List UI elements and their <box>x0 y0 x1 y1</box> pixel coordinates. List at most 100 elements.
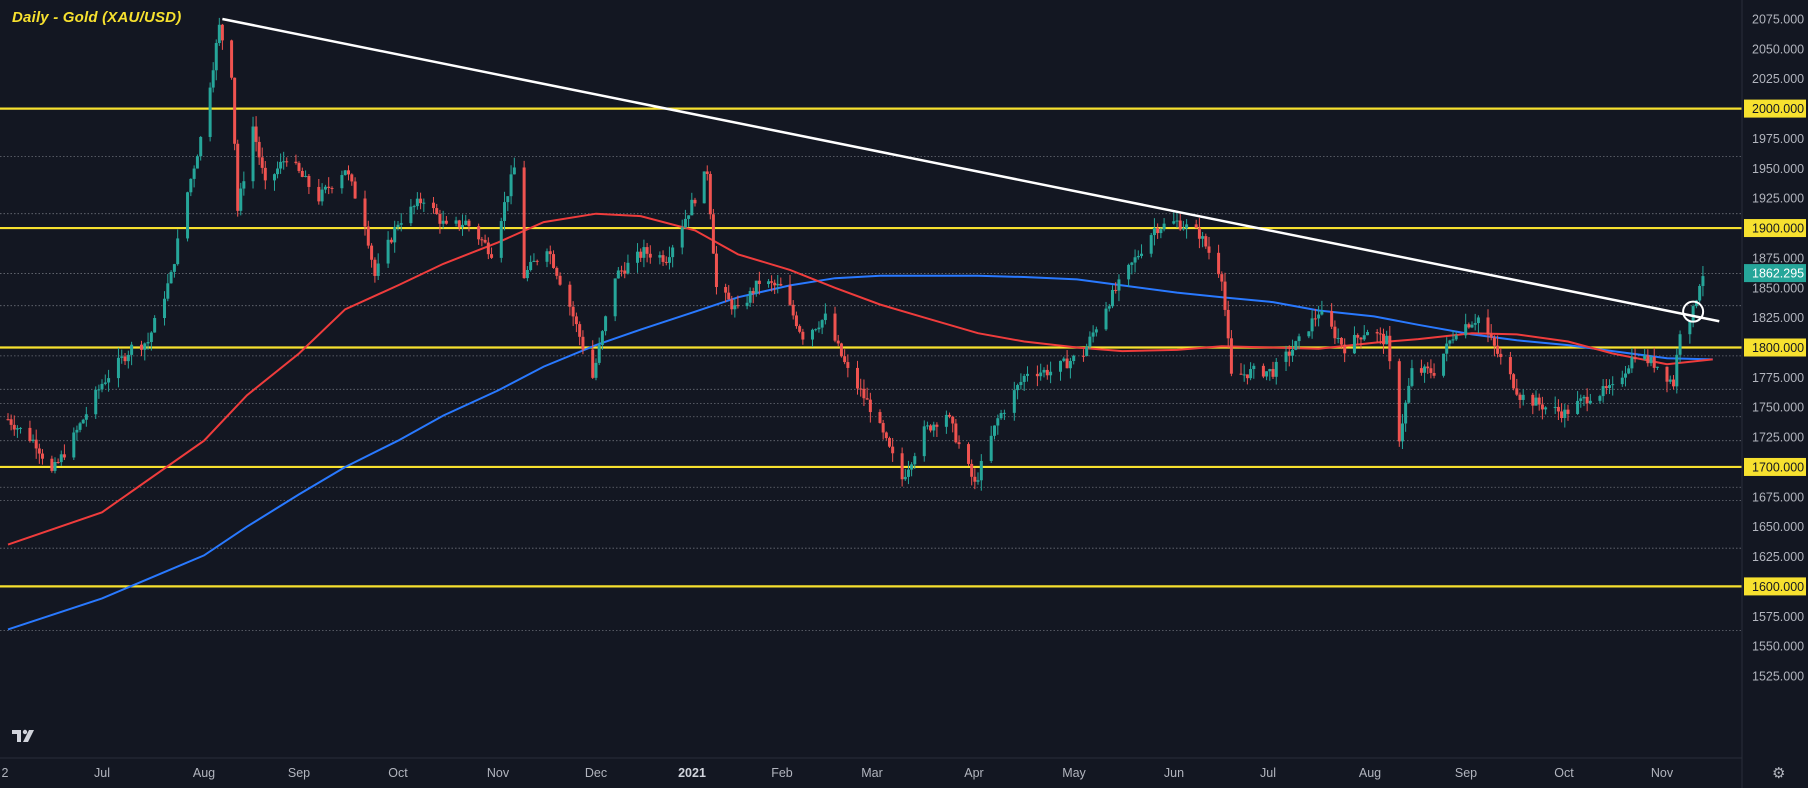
candle-body[interactable] <box>1294 341 1298 350</box>
candle-body[interactable] <box>932 424 936 431</box>
candle-body[interactable] <box>770 281 774 283</box>
breakout-marker-circle[interactable] <box>1682 300 1705 323</box>
candle-body[interactable] <box>282 161 286 163</box>
candle-body[interactable] <box>393 227 397 243</box>
candle-body[interactable] <box>1521 394 1525 400</box>
candle-body[interactable] <box>1467 324 1471 328</box>
candle-body[interactable] <box>1426 366 1430 369</box>
candle-body[interactable] <box>535 260 539 262</box>
candle-body[interactable] <box>594 362 598 378</box>
candle-body[interactable] <box>1284 351 1288 362</box>
candle-body[interactable] <box>166 283 170 299</box>
candle-body[interactable] <box>1537 397 1541 405</box>
candle-body[interactable] <box>457 220 461 228</box>
candle-body[interactable] <box>817 327 821 330</box>
candle-body[interactable] <box>1130 262 1134 265</box>
candle-body[interactable] <box>1181 228 1185 230</box>
candle-body[interactable] <box>260 157 264 168</box>
candle-body[interactable] <box>130 344 134 355</box>
candle-body[interactable] <box>604 316 608 332</box>
candle-body[interactable] <box>748 291 752 303</box>
candle-body[interactable] <box>279 161 283 169</box>
candle-body[interactable] <box>116 357 120 379</box>
candle-body[interactable] <box>242 181 246 189</box>
candle-body[interactable] <box>1496 345 1500 354</box>
candle-body[interactable] <box>1608 385 1612 389</box>
candle-body[interactable] <box>1630 357 1634 369</box>
candle-body[interactable] <box>973 476 977 482</box>
candle-body[interactable] <box>431 202 435 209</box>
candle-body[interactable] <box>1178 220 1182 230</box>
candle-body[interactable] <box>578 324 582 337</box>
candle-body[interactable] <box>483 239 487 243</box>
candle-body[interactable] <box>1287 351 1291 356</box>
candle-body[interactable] <box>1492 337 1496 346</box>
candle-body[interactable] <box>1540 404 1544 410</box>
candle-body[interactable] <box>300 170 304 177</box>
candle-body[interactable] <box>409 206 413 224</box>
candle-body[interactable] <box>163 298 167 319</box>
candle-body[interactable] <box>1611 384 1615 386</box>
candle-body[interactable] <box>846 362 850 368</box>
candle-body[interactable] <box>1204 236 1208 247</box>
candle-body[interactable] <box>435 208 439 214</box>
candle-body[interactable] <box>993 425 996 436</box>
candle-body[interactable] <box>642 247 646 258</box>
candle-body[interactable] <box>1175 220 1179 222</box>
candle-body[interactable] <box>9 419 13 425</box>
candle-body[interactable] <box>620 270 624 272</box>
candle-body[interactable] <box>28 427 32 441</box>
candle-body[interactable] <box>214 43 218 71</box>
candle-body[interactable] <box>1489 334 1493 338</box>
candle-body[interactable] <box>568 284 572 307</box>
candle-body[interactable] <box>211 70 215 88</box>
candle-body[interactable] <box>1643 355 1647 360</box>
candle-body[interactable] <box>1313 318 1317 320</box>
candle-body[interactable] <box>1133 257 1137 263</box>
candle-body[interactable] <box>1107 306 1111 309</box>
candle-body[interactable] <box>1694 300 1698 307</box>
candle-body[interactable] <box>343 170 347 176</box>
candle-body[interactable] <box>53 462 57 471</box>
candle-body[interactable] <box>376 263 380 276</box>
candle-body[interactable] <box>239 188 243 211</box>
candle-body[interactable] <box>794 315 798 327</box>
candle-body[interactable] <box>1059 360 1062 372</box>
candle-body[interactable] <box>153 318 157 333</box>
candle-body[interactable] <box>1553 406 1557 408</box>
candle-body[interactable] <box>1307 331 1311 337</box>
candle-body[interactable] <box>192 168 196 179</box>
candle-body[interactable] <box>1356 334 1360 338</box>
candle-body[interactable] <box>1419 368 1423 373</box>
candle-body[interactable] <box>19 427 23 429</box>
candle-body[interactable] <box>1359 337 1363 340</box>
candle-body[interactable] <box>820 320 824 328</box>
candle-body[interactable] <box>581 336 585 350</box>
candle-body[interactable] <box>1217 252 1221 275</box>
candle-body[interactable] <box>951 416 955 424</box>
candle-body[interactable] <box>600 331 604 346</box>
candle-body[interactable] <box>1410 368 1414 386</box>
candle-body[interactable] <box>1646 355 1650 364</box>
candle-body[interactable] <box>1442 353 1446 376</box>
candle-body[interactable] <box>1407 385 1411 403</box>
candle-body[interactable] <box>1448 340 1452 344</box>
candle-body[interactable] <box>1249 369 1253 379</box>
candle-body[interactable] <box>1652 357 1656 368</box>
candle-body[interactable] <box>189 178 193 193</box>
candle-body[interactable] <box>444 220 448 224</box>
candle-body[interactable] <box>552 254 556 268</box>
candle-body[interactable] <box>1042 369 1046 373</box>
candle-body[interactable] <box>477 226 481 240</box>
candle-body[interactable] <box>623 270 627 274</box>
candle-body[interactable] <box>396 224 400 228</box>
candle-body[interactable] <box>1623 373 1627 378</box>
candle-body[interactable] <box>1012 390 1016 413</box>
candle-body[interactable] <box>1365 332 1369 336</box>
candle-body[interactable] <box>1375 332 1379 334</box>
candle-body[interactable] <box>78 423 82 430</box>
candle-body[interactable] <box>347 170 350 175</box>
candle-body[interactable] <box>801 331 805 340</box>
candle-body[interactable] <box>1085 346 1089 356</box>
candle-body[interactable] <box>1454 335 1458 340</box>
